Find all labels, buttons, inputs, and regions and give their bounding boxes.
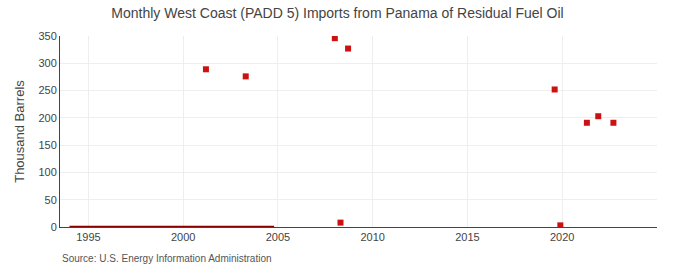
svg-text:100: 100	[38, 166, 56, 178]
svg-text:250: 250	[38, 84, 56, 96]
svg-text:2000: 2000	[171, 231, 195, 243]
svg-text:150: 150	[38, 139, 56, 151]
svg-text:Thousand Barrels: Thousand Barrels	[12, 80, 27, 183]
svg-text:Monthly West Coast (PADD 5) Im: Monthly West Coast (PADD 5) Imports from…	[111, 5, 563, 21]
svg-text:2015: 2015	[455, 231, 479, 243]
svg-text:200: 200	[38, 112, 56, 124]
svg-text:Source: U.S. Energy Informatio: Source: U.S. Energy Information Administ…	[62, 253, 272, 264]
svg-text:50: 50	[45, 194, 57, 206]
svg-text:2020: 2020	[550, 231, 574, 243]
svg-text:2010: 2010	[360, 231, 384, 243]
svg-text:1995: 1995	[76, 231, 100, 243]
svg-text:300: 300	[38, 57, 56, 69]
svg-text:2005: 2005	[266, 231, 290, 243]
svg-text:350: 350	[38, 30, 56, 42]
svg-text:0: 0	[51, 221, 57, 233]
